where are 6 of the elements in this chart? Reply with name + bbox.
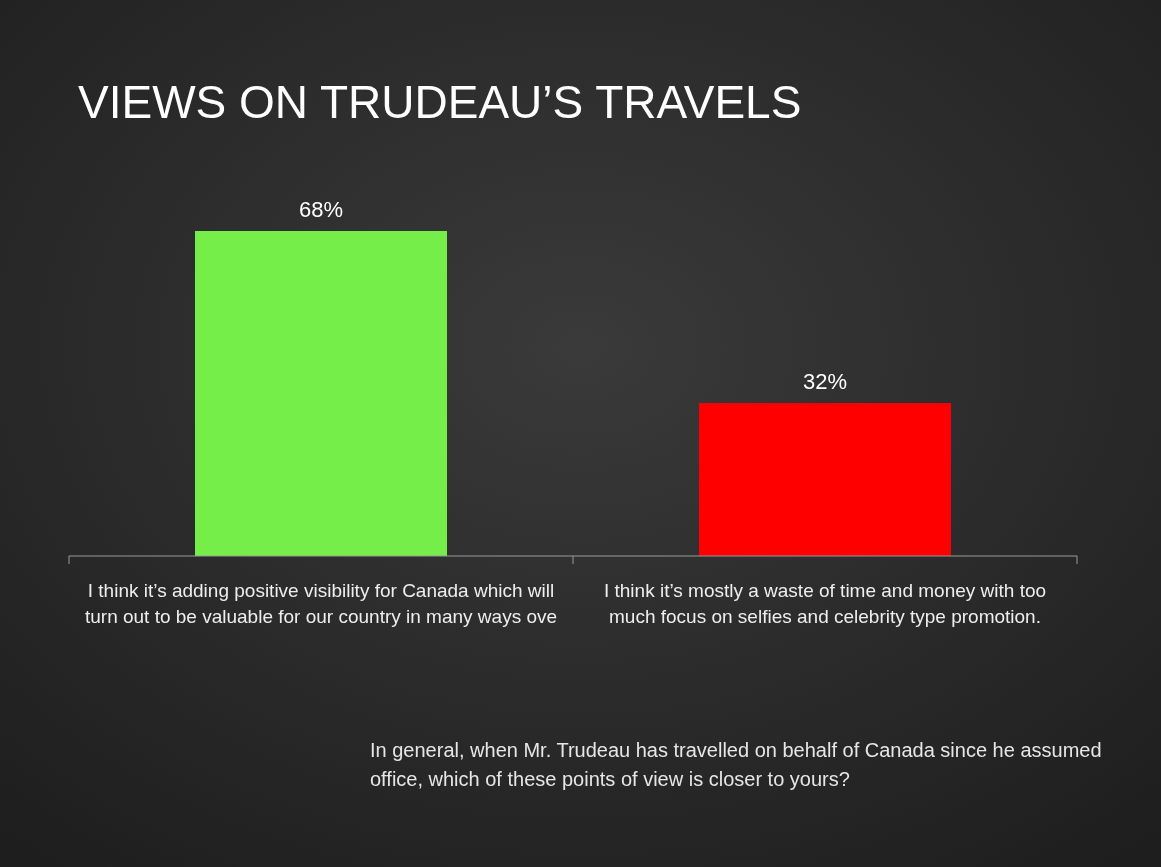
data-label: 68% [298, 197, 344, 222]
x-tick-label: I think it’s adding positive visibility for Canada which will turn out to be valuable for our country in many ways ove [84, 580, 558, 627]
chart-title: VIEWS ON TRUDEAU’S TRAVELS [78, 76, 802, 128]
x-tick-label: I think it’s mostly a waste of time and money with too much focus on selfies and celebrity type promotion. [603, 580, 1047, 627]
text: In general, when Mr. Trudeau has travelled on behalf of Canada since he assumed office, which of these points of view is closer to yours? [370, 739, 1102, 790]
data-label: 32% [802, 369, 848, 395]
